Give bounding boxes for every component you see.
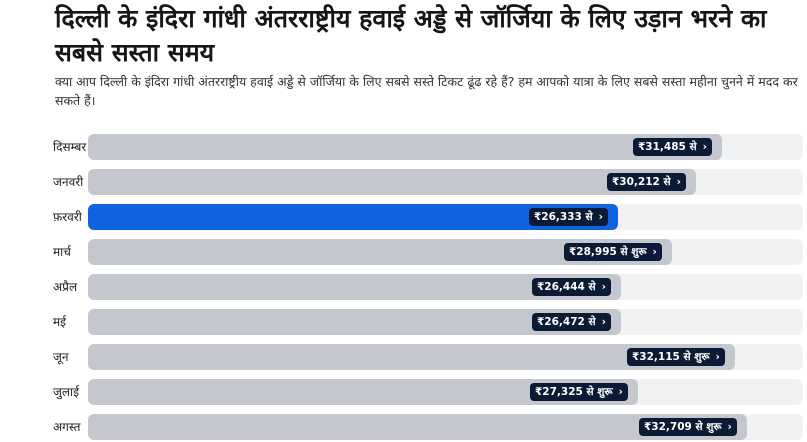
chart-row[interactable]: जुलाई ₹27,325 से शुरू › <box>0 379 807 405</box>
chevron-right-icon: › <box>601 281 606 293</box>
month-label: अगस्त <box>53 420 81 434</box>
chart-row[interactable]: अगस्त ₹32,709 से शुरू › <box>0 414 807 440</box>
chart-row[interactable]: अप्रैल ₹26,444 से › <box>0 274 807 300</box>
month-label: दिसम्बर <box>53 140 87 154</box>
chart-row[interactable]: जून ₹32,115 से शुरू › <box>0 344 807 370</box>
chevron-right-icon: › <box>618 386 623 398</box>
price-label[interactable]: ₹31,485 से › <box>633 138 712 156</box>
price-label-text: ₹30,212 से <box>612 176 671 188</box>
chevron-right-icon: › <box>601 316 606 328</box>
price-label-text: ₹28,995 से शुरू <box>569 246 647 258</box>
price-bar[interactable] <box>88 134 722 160</box>
price-label-text: ₹31,485 से <box>638 141 697 153</box>
price-label[interactable]: ₹32,115 से शुरू › <box>627 348 725 366</box>
chevron-right-icon: › <box>715 351 720 363</box>
chevron-right-icon: › <box>676 176 681 188</box>
price-label[interactable]: ₹26,444 से › <box>532 278 611 296</box>
price-label[interactable]: ₹30,212 से › <box>607 173 686 191</box>
price-bar[interactable] <box>88 169 696 195</box>
chevron-right-icon: › <box>598 211 603 223</box>
chart-row[interactable]: मार्च ₹28,995 से शुरू › <box>0 239 807 265</box>
price-bar[interactable] <box>88 414 747 440</box>
month-label: फ़रवरी <box>53 210 82 224</box>
price-label-text: ₹32,709 से शुरू <box>644 421 722 433</box>
chart-row[interactable]: दिसम्बर ₹31,485 से › <box>0 134 807 160</box>
price-label[interactable]: ₹26,333 से › <box>529 208 608 226</box>
price-label[interactable]: ₹26,472 से › <box>532 313 611 331</box>
price-label-text: ₹26,444 से <box>537 281 596 293</box>
chart-row[interactable]: मई ₹26,472 से › <box>0 309 807 335</box>
price-label-text: ₹32,115 से शुरू <box>632 351 710 363</box>
price-label[interactable]: ₹28,995 से शुरू › <box>564 243 662 261</box>
month-label: मई <box>53 315 67 329</box>
month-label: जनवरी <box>53 175 84 189</box>
chart-row[interactable]: फ़रवरी ₹26,333 से › <box>0 204 807 230</box>
price-label-text: ₹26,472 से <box>537 316 596 328</box>
price-label-text: ₹26,333 से <box>534 211 593 223</box>
month-label: जुलाई <box>53 385 80 399</box>
price-label[interactable]: ₹27,325 से शुरू › <box>530 383 628 401</box>
month-label: जून <box>53 350 69 364</box>
chevron-right-icon: › <box>652 246 657 258</box>
month-label: अप्रैल <box>53 280 78 294</box>
price-label-text: ₹27,325 से शुरू <box>535 386 613 398</box>
chart-row[interactable]: जनवरी ₹30,212 से › <box>0 169 807 195</box>
month-label: मार्च <box>53 245 71 259</box>
page-subtitle: क्या आप दिल्ली के इंदिरा गांधी अंतरराष्ट… <box>55 74 798 108</box>
chevron-right-icon: › <box>702 141 707 153</box>
chevron-right-icon: › <box>727 421 732 433</box>
price-label[interactable]: ₹32,709 से शुरू › <box>639 418 737 436</box>
page-title: दिल्ली के इंदिरा गांधी अंतरराष्ट्रीय हवा… <box>55 4 767 67</box>
